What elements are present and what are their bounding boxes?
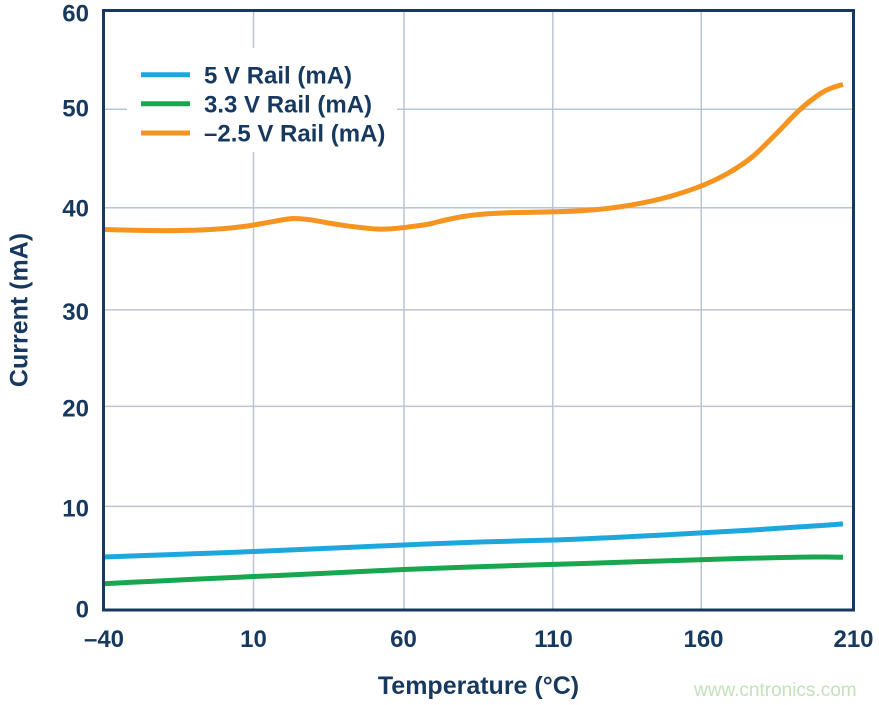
svg-text:60: 60 — [390, 626, 417, 653]
svg-text:60: 60 — [62, 0, 89, 27]
svg-text:10: 10 — [62, 496, 89, 523]
svg-text:3.3 V Rail (mA): 3.3 V Rail (mA) — [204, 91, 372, 118]
svg-text:Current (mA): Current (mA) — [6, 233, 34, 387]
svg-text:5 V Rail (mA): 5 V Rail (mA) — [204, 62, 352, 89]
svg-text:www.cntronics.com: www.cntronics.com — [693, 680, 857, 701]
svg-text:Temperature (°C): Temperature (°C) — [378, 672, 579, 700]
svg-text:10: 10 — [240, 626, 267, 653]
svg-text:210: 210 — [833, 626, 873, 653]
svg-text:160: 160 — [683, 626, 723, 653]
svg-text:30: 30 — [62, 299, 89, 326]
svg-text:50: 50 — [62, 96, 89, 123]
svg-text:0: 0 — [76, 596, 89, 623]
svg-text:40: 40 — [62, 195, 89, 222]
svg-text:–40: –40 — [84, 626, 124, 653]
svg-text:20: 20 — [62, 395, 89, 422]
svg-text:–2.5 V Rail (mA): –2.5 V Rail (mA) — [204, 121, 385, 148]
svg-text:110: 110 — [534, 626, 573, 653]
